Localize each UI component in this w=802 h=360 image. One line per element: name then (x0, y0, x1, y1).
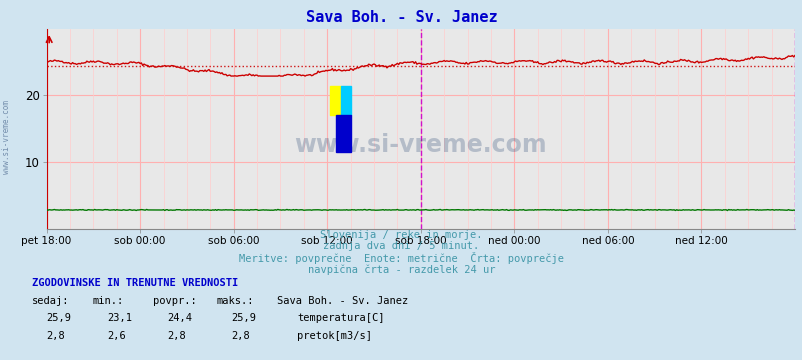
Text: 23,1: 23,1 (107, 312, 132, 323)
Text: maks.:: maks.: (217, 296, 254, 306)
Text: 2,8: 2,8 (167, 330, 185, 341)
Bar (336, 115, 350, 152)
Text: povpr.:: povpr.: (152, 296, 196, 306)
Text: 2,8: 2,8 (231, 330, 249, 341)
Text: 2,8: 2,8 (47, 330, 65, 341)
Text: Sava Boh. - Sv. Janez: Sava Boh. - Sv. Janez (306, 10, 496, 25)
Text: 25,9: 25,9 (47, 312, 71, 323)
Text: www.si-vreme.com: www.si-vreme.com (294, 133, 546, 157)
Text: www.si-vreme.com: www.si-vreme.com (2, 100, 11, 174)
Bar (341, 86, 350, 115)
Text: 2,6: 2,6 (107, 330, 125, 341)
Text: sedaj:: sedaj: (32, 296, 70, 306)
Text: 24,4: 24,4 (167, 312, 192, 323)
Text: zadnja dva dni / 5 minut.: zadnja dva dni / 5 minut. (323, 241, 479, 251)
Text: Sava Boh. - Sv. Janez: Sava Boh. - Sv. Janez (277, 296, 407, 306)
Text: 25,9: 25,9 (231, 312, 256, 323)
Text: ZGODOVINSKE IN TRENUTNE VREDNOSTI: ZGODOVINSKE IN TRENUTNE VREDNOSTI (32, 278, 238, 288)
Text: min.:: min.: (92, 296, 124, 306)
Text: temperatura[C]: temperatura[C] (297, 312, 384, 323)
Bar (330, 86, 341, 115)
Text: navpična črta - razdelek 24 ur: navpična črta - razdelek 24 ur (307, 265, 495, 275)
Text: Meritve: povprečne  Enote: metrične  Črta: povprečje: Meritve: povprečne Enote: metrične Črta:… (239, 252, 563, 264)
Text: pretok[m3/s]: pretok[m3/s] (297, 330, 371, 341)
Text: Slovenija / reke in morje.: Slovenija / reke in morje. (320, 230, 482, 240)
